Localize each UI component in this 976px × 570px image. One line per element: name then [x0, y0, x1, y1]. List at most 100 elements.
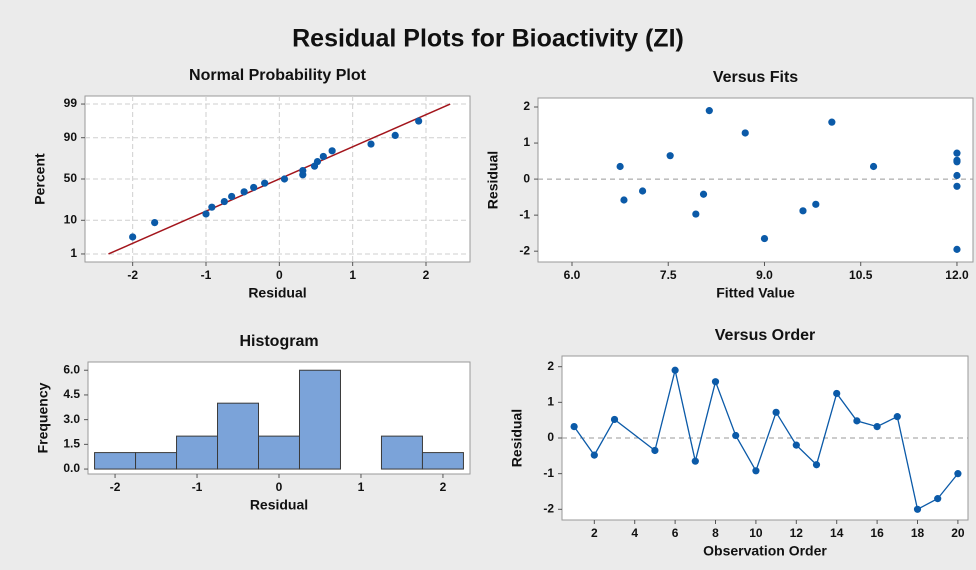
- point: [953, 182, 961, 190]
- point: [692, 210, 700, 218]
- point: [953, 245, 961, 253]
- point: [869, 162, 878, 171]
- y-tick-label: 1: [523, 135, 530, 149]
- point: [671, 366, 679, 374]
- point: [953, 171, 961, 180]
- fit-line: [108, 103, 451, 255]
- x-tick-label: 2: [423, 268, 430, 282]
- x-tick-label: -2: [127, 268, 138, 282]
- bar: [258, 435, 300, 470]
- x-tick-label: 2: [591, 526, 598, 540]
- point: [250, 183, 258, 192]
- x-axis-label: Fitted Value: [716, 285, 795, 301]
- panel-title: Histogram: [239, 333, 318, 350]
- point: [893, 413, 901, 421]
- point: [319, 152, 327, 161]
- y-tick-label: 1: [547, 395, 554, 409]
- panel-title: Versus Order: [715, 327, 816, 344]
- point: [954, 470, 962, 478]
- point: [953, 149, 961, 157]
- bar: [176, 435, 219, 470]
- y-tick-label: 0: [547, 430, 554, 444]
- bar: [217, 402, 260, 470]
- point: [953, 158, 961, 166]
- point: [752, 467, 760, 475]
- y-axis-label: Residual: [485, 151, 501, 209]
- point: [367, 140, 375, 148]
- x-tick-label: -1: [201, 268, 212, 282]
- point: [760, 234, 769, 243]
- point: [129, 233, 137, 241]
- y-tick-label: -1: [519, 207, 530, 221]
- point: [812, 461, 821, 469]
- y-tick-label: -2: [543, 501, 554, 515]
- x-tick-label: 20: [951, 526, 965, 540]
- point: [616, 162, 624, 171]
- point: [833, 389, 841, 398]
- panel-title: Versus Fits: [713, 69, 798, 86]
- point: [741, 129, 749, 137]
- x-tick-label: 0: [276, 268, 283, 282]
- y-tick-label: 90: [64, 130, 78, 144]
- x-tick-label: 1: [349, 268, 356, 282]
- main-title: Residual Plots for Bioactivity (ZI): [292, 25, 684, 53]
- point: [208, 203, 216, 211]
- point: [610, 415, 619, 424]
- point: [638, 187, 647, 195]
- panel-title: Normal Probability Plot: [189, 67, 367, 84]
- x-tick-label: 6.0: [564, 268, 581, 282]
- point: [151, 219, 159, 227]
- y-tick-label: 0: [523, 171, 530, 185]
- x-tick-label: 12.0: [945, 268, 969, 282]
- x-tick-label: 9.0: [756, 268, 773, 282]
- y-tick-label: 1: [70, 246, 77, 260]
- point: [828, 118, 836, 126]
- point: [261, 179, 269, 187]
- x-tick-label: 7.5: [660, 268, 677, 282]
- y-tick-label: 0.0: [63, 461, 80, 475]
- y-tick-label: 2: [523, 99, 530, 113]
- point: [220, 197, 228, 206]
- x-tick-label: 18: [911, 526, 925, 540]
- x-tick-label: 4: [631, 526, 638, 540]
- point: [299, 166, 307, 175]
- point: [415, 117, 423, 125]
- point: [328, 147, 336, 155]
- point: [853, 417, 861, 425]
- point: [666, 152, 674, 160]
- y-tick-label: 1.5: [63, 437, 80, 451]
- point: [620, 196, 628, 204]
- point: [313, 157, 322, 166]
- point: [240, 188, 248, 196]
- y-axis-label: Residual: [509, 409, 525, 467]
- x-axis-label: Observation Order: [703, 543, 827, 559]
- bar: [94, 452, 137, 470]
- point: [391, 131, 399, 139]
- point: [772, 408, 780, 416]
- point: [691, 457, 699, 465]
- point: [590, 451, 598, 459]
- point: [202, 210, 210, 218]
- y-tick-label: -2: [519, 243, 530, 257]
- point: [651, 446, 659, 455]
- x-tick-label: -1: [192, 480, 203, 494]
- point: [711, 378, 720, 386]
- point: [570, 422, 578, 431]
- x-axis-label: Residual: [250, 497, 308, 513]
- point: [732, 431, 740, 440]
- point: [812, 200, 820, 208]
- y-tick-label: 50: [64, 171, 78, 185]
- x-tick-label: 0: [276, 480, 283, 494]
- x-tick-label: 16: [870, 526, 884, 540]
- point: [280, 175, 289, 183]
- point: [873, 422, 881, 431]
- point: [228, 192, 236, 201]
- point: [705, 107, 713, 115]
- x-tick-label: 14: [830, 526, 844, 540]
- x-tick-label: 1: [358, 480, 365, 494]
- point: [792, 441, 800, 449]
- point: [699, 190, 708, 198]
- bar: [135, 452, 178, 470]
- x-tick-label: 12: [790, 526, 804, 540]
